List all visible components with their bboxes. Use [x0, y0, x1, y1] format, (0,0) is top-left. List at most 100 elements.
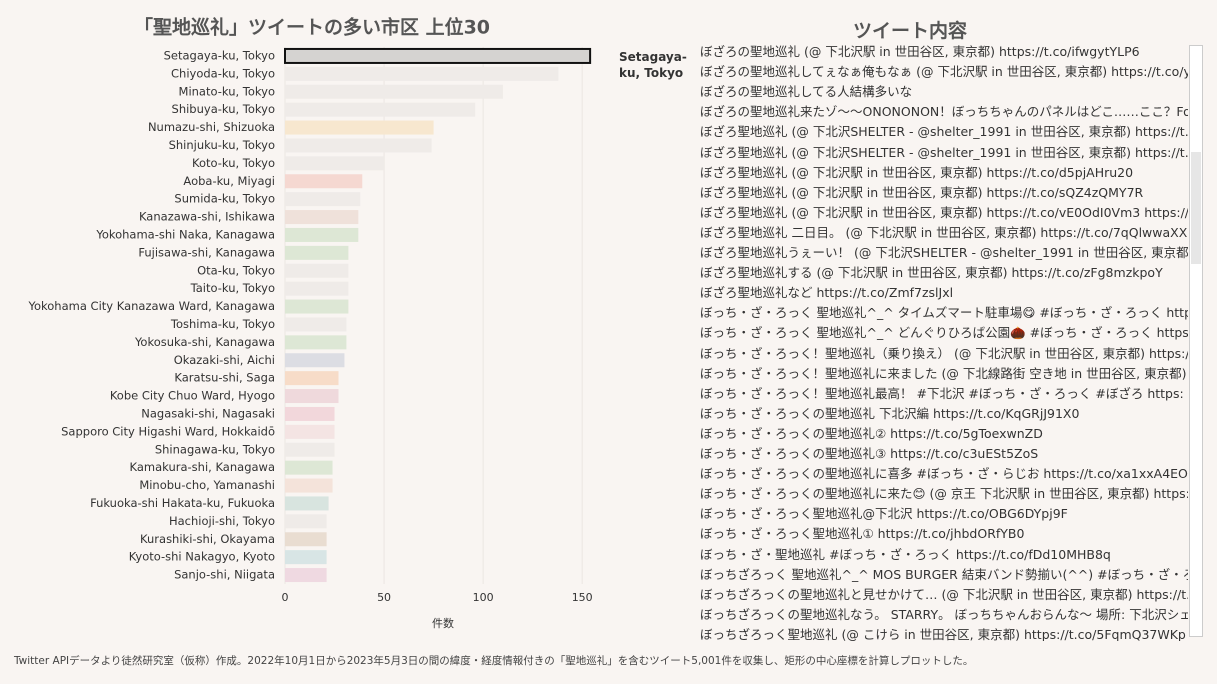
bar — [285, 120, 434, 135]
x-tick-label: 0 — [282, 591, 289, 604]
y-tick-label: Yokosuka-shi, Kanagawa — [134, 335, 275, 349]
bar — [285, 138, 432, 153]
tweet-text: ぼざろ聖地巡礼など https://t.co/Zmf7zslJxl — [700, 285, 954, 301]
panel-title: ツイート内容 — [852, 20, 967, 42]
bar — [285, 102, 476, 117]
tweet-text: ぼざろの聖地巡礼来たゾ〜〜ONONONON！ぼっちちゃんのパネルはどこ……ここ？… — [700, 104, 1188, 120]
y-tick-label: Minato-ku, Tokyo — [179, 84, 275, 98]
y-tick-label: Okazaki-shi, Aichi — [174, 353, 275, 367]
tweet-text: ぼっち・ざ・ろっくの聖地巡礼に来た😊 (@ 京王 下北沢駅 in 世田谷区, 東… — [700, 486, 1188, 502]
tweet-text: ぼざろ聖地巡礼する (@ 下北沢駅 in 世田谷区, 東京都) https://… — [700, 265, 1163, 281]
bar — [285, 460, 333, 475]
y-tick-label: Ota-ku, Tokyo — [197, 263, 275, 277]
y-tick-label: Yokohama-shi Naka, Kanagawa — [95, 227, 275, 241]
tweet-text: ぼっち・ざ・ろっく！聖地巡礼最高！ #下北沢 #ぼっち・ざ・ろっく #ぼざろ h… — [700, 385, 1184, 401]
y-tick-label: Kanazawa-shi, Ishikawa — [139, 210, 275, 224]
tweet-list: ぼざろの聖地巡礼 (@ 下北沢駅 in 世田谷区, 東京都) https://t… — [700, 41, 1188, 641]
y-tick-label: Shinagawa-ku, Tokyo — [155, 442, 275, 456]
tweet-text: ぼっち・ざ・ろっく聖地巡礼@下北沢 https://t.co/OBG6DYpj9… — [700, 506, 1068, 522]
tweet-text: ぼっち・ざ・聖地巡礼 #ぼっち・ざ・ろっく https://t.co/fDd10… — [700, 546, 1111, 562]
bar — [285, 371, 339, 386]
y-tick-label: Fukuoka-shi Hakata-ku, Fukuoka — [90, 496, 275, 510]
bar — [285, 478, 333, 493]
tweet-text: ぼざろ聖地巡礼 (@ 下北沢SHELTER - @shelter_1991 in… — [700, 144, 1188, 160]
tweet-text: ぼっち・ざ・ろっく 聖地巡礼^_^ タイムズマート駐車場😋 #ぼっち・ざ・ろっく… — [700, 305, 1188, 321]
tweet-text: ぼざろ聖地巡礼 二日目。 (@ 下北沢駅 in 世田谷区, 東京都) https… — [700, 224, 1188, 240]
bar — [285, 174, 363, 189]
tweet-text: ぼざろの聖地巡礼してる人結構多いな — [700, 84, 913, 100]
bar — [285, 514, 327, 529]
tweet-text: ぼざろ聖地巡礼 (@ 下北沢駅 in 世田谷区, 東京都) https://t.… — [700, 204, 1188, 220]
bar — [285, 568, 327, 583]
bar — [285, 424, 335, 439]
bar — [285, 210, 359, 225]
tweet-text: ぼっち・ざ・ろっく聖地巡礼① https://t.co/jhbdORfYB0 — [700, 526, 1025, 542]
bar — [285, 245, 349, 260]
y-tick-label: Kamakura-shi, Kanagawa — [130, 460, 275, 474]
chart-title: 「聖地巡礼」ツイートの多い市区 上位30 — [134, 16, 490, 39]
bar — [285, 389, 339, 404]
bar — [285, 317, 347, 332]
bar — [285, 335, 347, 350]
selected-city: Setagaya-ku, Tokyo — [619, 50, 687, 80]
bar — [285, 281, 349, 296]
chart: 「聖地巡礼」ツイートの多い市区 上位30 件数 0 50 100 150 Setagay… — [27, 16, 593, 631]
tweet-text: ぼっちざろっく聖地巡礼 (@ こけら in 世田谷区, 東京都) https:/… — [700, 626, 1186, 641]
scroll-thumb[interactable] — [1191, 152, 1201, 264]
y-tick-label: Shibuya-ku, Tokyo — [172, 102, 275, 116]
bar — [285, 84, 503, 99]
tweet-text: ぼざろ聖地巡礼 (@ 下北沢駅 in 世田谷区, 東京都) https://t.… — [700, 164, 1134, 180]
bar — [285, 532, 327, 547]
bar — [285, 66, 559, 81]
tweet-text: ぼっち・ざ・ろっくの聖地巡礼に喜多 #ぼっち・ざ・らじお https://t.c… — [700, 466, 1188, 482]
y-tick-label: Hachioji-shi, Tokyo — [169, 514, 275, 528]
y-tick-label: Aoba-ku, Miyagi — [183, 174, 275, 188]
tweet-text: ぼっち・ざ・ろっくの聖地巡礼② https://t.co/5gToexwnZD — [700, 425, 1043, 441]
y-tick-label: Taito-ku, Tokyo — [190, 281, 275, 295]
tweet-text: ぼっちざろっく 聖地巡礼^_^ MOS BURGER 結束バンド勢揃い(^^) … — [700, 566, 1188, 582]
x-tick-label: 100 — [473, 591, 494, 604]
y-tick-label: Minobu-cho, Yamanashi — [139, 478, 275, 492]
y-tick-label: Shinjuku-ku, Tokyo — [169, 138, 275, 152]
tweet-text: ぼっち・ざ・ろっくの聖地巡礼③ https://t.co/c3uESt5ZoS — [700, 446, 1039, 461]
y-tick-label: Karatsu-shi, Saga — [174, 371, 275, 385]
x-tick-label: 50 — [377, 591, 391, 604]
bar — [285, 227, 359, 242]
tweet-text: ぼっち・ざ・ろっく！聖地巡礼に来ました (@ 下北線路街 空き地 in 世田谷区… — [700, 365, 1188, 381]
bar — [285, 299, 349, 314]
bar — [285, 353, 345, 368]
tweet-text: ぼざろ聖地巡礼うぇーい！ (@ 下北沢SHELTER - @shelter_19… — [700, 245, 1188, 260]
bar — [285, 442, 335, 457]
bar — [285, 550, 327, 565]
tweet-text: ぼっち・ざ・ろっくの聖地巡礼 下北沢編 https://t.co/KqGRjJ9… — [700, 405, 1080, 421]
y-tick-label: Chiyoda-ku, Tokyo — [171, 66, 275, 80]
y-tick-label: Kobe City Chuo Ward, Hyogo — [110, 389, 275, 403]
y-tick-label: Toshima-ku, Tokyo — [170, 317, 275, 331]
bar — [284, 47, 592, 64]
y-tick-label: Sumida-ku, Tokyo — [174, 192, 275, 206]
y-tick-label: Sanjo-shi, Niigata — [174, 568, 275, 582]
tweet-text: ぼざろの聖地巡礼してぇなぁ俺もなぁ (@ 下北沢駅 in 世田谷区, 東京都) … — [700, 64, 1188, 80]
tweet-text: ぼざろ聖地巡礼 (@ 下北沢駅 in 世田谷区, 東京都) https://t.… — [700, 184, 1144, 200]
y-tick-label: Fujisawa-shi, Kanagawa — [138, 245, 275, 259]
bar — [285, 496, 329, 511]
x-tick-label: 150 — [572, 591, 593, 604]
tweet-text: ぼっちざろっくの聖地巡礼なう。 STARRY。 ぼっちちゃんおらんな〜 場所: … — [700, 606, 1188, 622]
scrollbar[interactable] — [1189, 45, 1203, 637]
y-tick-label: Koto-ku, Tokyo — [192, 156, 275, 170]
bar — [285, 263, 349, 278]
bar — [285, 406, 335, 421]
bar — [285, 156, 385, 171]
y-tick-label: Sapporo City Higashi Ward, Hokkaidō — [61, 424, 275, 438]
footer-note: Twitter APIデータより徒然研究室（仮称）作成。2022年10月1日から… — [14, 655, 974, 667]
y-tick-label: Numazu-shi, Shizuoka — [148, 120, 275, 134]
tweet-text: ぼざろの聖地巡礼 (@ 下北沢駅 in 世田谷区, 東京都) https://t… — [700, 44, 1140, 59]
y-tick-label: Kyoto-shi Nakagyo, Kyoto — [129, 550, 275, 564]
tweet-text: ぼざろ聖地巡礼 (@ 下北沢SHELTER - @shelter_1991 in… — [700, 124, 1188, 140]
tweet-text: ぼっち・ざ・ろっく 聖地巡礼^_^ どんぐりひろば公園🌰 #ぼっち・ざ・ろっく … — [700, 325, 1188, 341]
y-tick-label: Nagasaki-shi, Nagasaki — [141, 406, 275, 420]
y-tick-label: Setagaya-ku, Tokyo — [164, 48, 275, 62]
y-tick-label: Yokohama City Kanazawa Ward, Kanagawa — [27, 299, 275, 313]
bar — [285, 192, 361, 207]
